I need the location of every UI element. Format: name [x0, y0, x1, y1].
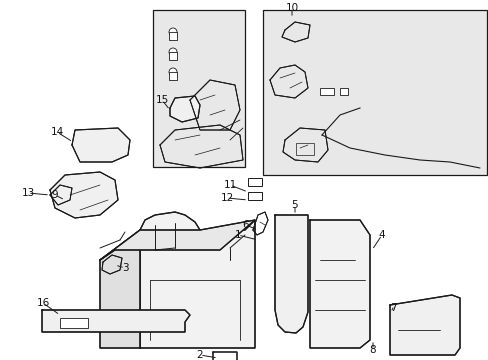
- Text: 6: 6: [242, 220, 249, 230]
- Text: 13: 13: [21, 188, 35, 198]
- Bar: [60, 318, 88, 328]
- Ellipse shape: [169, 68, 177, 76]
- Text: 4: 4: [378, 230, 385, 240]
- Polygon shape: [309, 220, 369, 348]
- Text: 10: 10: [285, 3, 298, 13]
- Text: 15: 15: [155, 95, 168, 105]
- Text: 14: 14: [50, 127, 63, 137]
- Bar: [247, 192, 262, 200]
- Polygon shape: [42, 310, 190, 332]
- Bar: [247, 178, 262, 186]
- Text: 2: 2: [196, 350, 203, 360]
- Text: 11: 11: [223, 180, 236, 190]
- Bar: [153, 10, 244, 167]
- Text: 9: 9: [52, 190, 58, 200]
- Polygon shape: [140, 212, 254, 348]
- Text: 16: 16: [36, 298, 49, 308]
- Text: 5: 5: [291, 200, 298, 210]
- Polygon shape: [50, 172, 118, 218]
- Text: 12: 12: [220, 193, 233, 203]
- Bar: [263, 10, 486, 175]
- Polygon shape: [100, 230, 140, 348]
- Polygon shape: [274, 215, 307, 333]
- Bar: [169, 72, 177, 80]
- Bar: [169, 52, 177, 60]
- Text: 7: 7: [389, 303, 395, 313]
- Bar: [339, 88, 347, 95]
- Bar: [295, 143, 313, 155]
- Text: 3: 3: [122, 263, 128, 273]
- Text: 8: 8: [369, 345, 376, 355]
- Ellipse shape: [169, 48, 177, 56]
- Bar: [319, 88, 333, 95]
- Polygon shape: [389, 295, 459, 355]
- Bar: [169, 32, 177, 40]
- Polygon shape: [100, 220, 254, 260]
- Ellipse shape: [169, 28, 177, 36]
- Polygon shape: [72, 128, 130, 162]
- Polygon shape: [170, 96, 200, 122]
- Text: 1: 1: [234, 230, 241, 240]
